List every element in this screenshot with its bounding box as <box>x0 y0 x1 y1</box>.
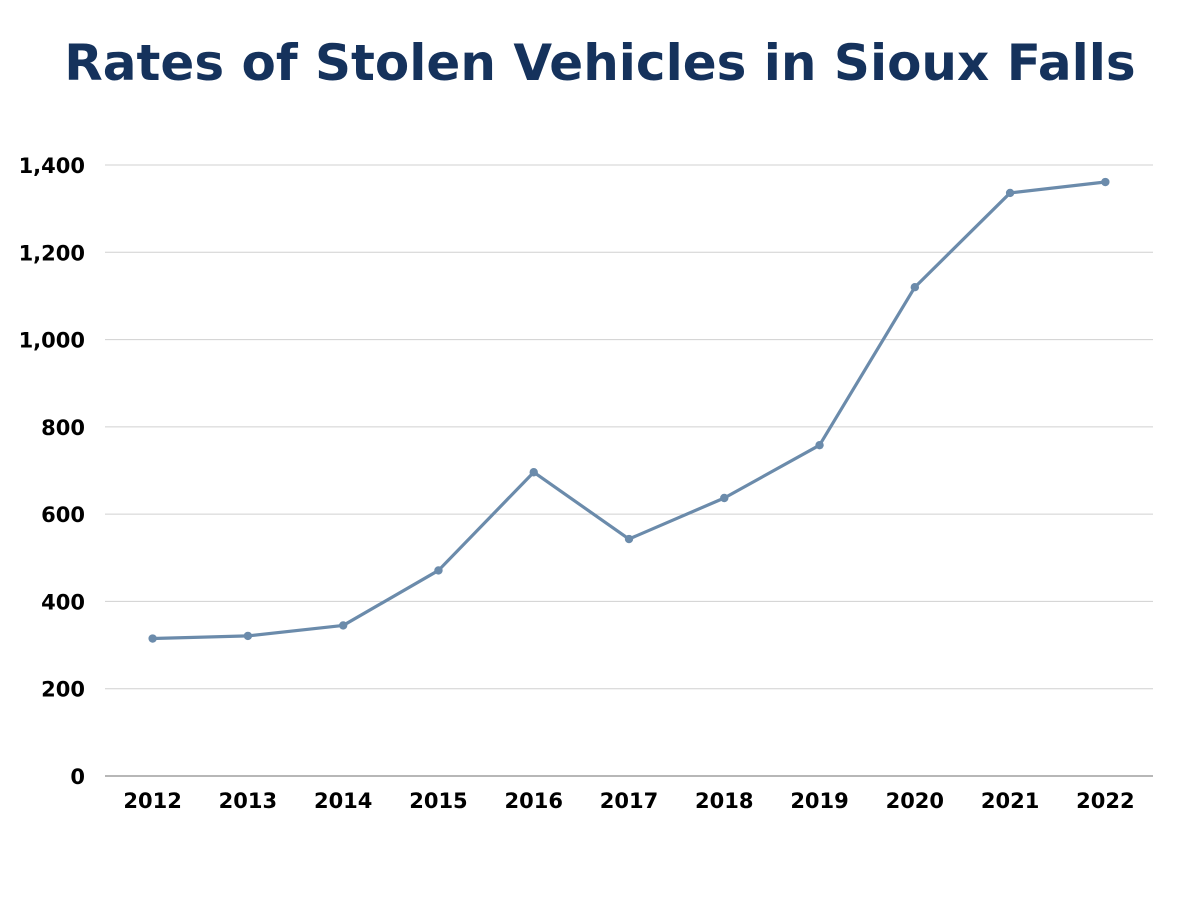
x-tick-label: 2012 <box>123 789 181 813</box>
x-tick-label: 2014 <box>314 789 372 813</box>
data-point <box>815 440 824 450</box>
x-tick-label: 2022 <box>1076 789 1134 813</box>
data-point <box>624 534 634 544</box>
y-tick-label: 200 <box>41 678 85 702</box>
data-point <box>243 631 253 641</box>
y-tick-label: 800 <box>41 416 85 440</box>
data-point <box>434 566 443 575</box>
x-tick-label: 2013 <box>219 789 277 813</box>
data-point <box>1005 188 1015 198</box>
y-tick-label: 1,000 <box>19 329 85 353</box>
data-point <box>910 283 920 292</box>
x-tick-label: 2021 <box>981 789 1039 813</box>
x-tick-label: 2016 <box>505 789 563 813</box>
data-point <box>338 621 348 630</box>
y-tick-label: 400 <box>41 590 85 614</box>
data-point <box>148 634 157 643</box>
y-tick-label: 1,400 <box>19 154 85 178</box>
data-point <box>720 493 729 503</box>
x-tick-label: 2015 <box>409 789 467 813</box>
y-tick-label: 600 <box>41 503 85 527</box>
x-tick-label: 2017 <box>600 789 658 813</box>
data-point <box>1101 177 1110 187</box>
series-line <box>151 180 1107 641</box>
x-tick-label: 2019 <box>790 789 848 813</box>
y-tick-label: 1,200 <box>19 241 85 265</box>
x-tick-label: 2018 <box>695 789 753 813</box>
x-tick-label: 2020 <box>886 789 944 813</box>
y-tick-label: 0 <box>70 765 85 789</box>
data-point <box>529 468 538 477</box>
chart-title: Rates of Stolen Vehicles in Sioux Falls <box>64 34 1136 92</box>
